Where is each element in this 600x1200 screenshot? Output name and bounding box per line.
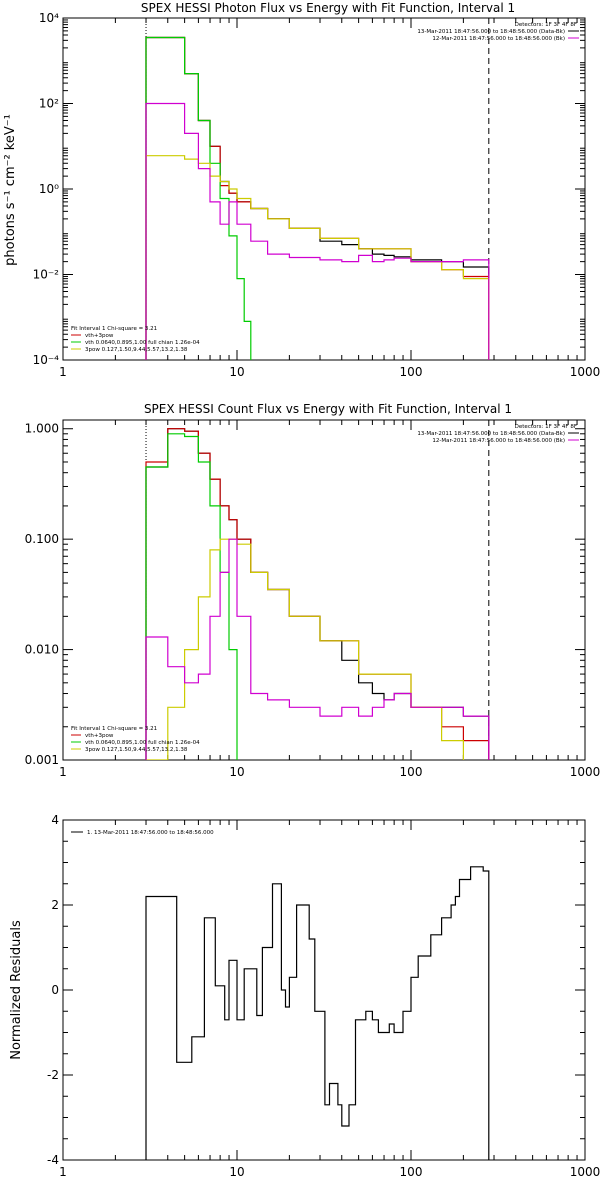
series-line [145, 102, 490, 360]
panel-title: SPEX HESSI Count Flux vs Energy with Fit… [144, 402, 512, 416]
series-line [145, 428, 490, 760]
x-tick-label: 100 [400, 1165, 423, 1179]
fit-legend-header: Fit Interval 1 Chi-square = 3.21 [71, 326, 157, 332]
legend-header: Detectors: 1F 3F 4F 8F [515, 22, 577, 28]
y-tick-label: 10⁴ [39, 11, 59, 25]
y-tick-label: 1.000 [25, 422, 59, 436]
plot-frame [62, 419, 586, 761]
series-line [145, 433, 238, 760]
legend-entry: 12-Mar-2011 18:47:56.000 to 18:48:56.000… [432, 438, 565, 444]
fit-legend-header: Fit Interval 1 Chi-square = 3.21 [71, 726, 157, 732]
y-tick-label: 0.010 [25, 643, 59, 657]
panel-title: SPEX HESSI Photon Flux vs Energy with Fi… [141, 1, 515, 15]
x-tick-label: 1000 [570, 1165, 600, 1179]
series-line [145, 428, 490, 760]
x-tick-label: 1 [59, 765, 67, 779]
x-tick-label: 100 [400, 765, 423, 779]
fit-legend-entry: vth+3pow [85, 733, 114, 739]
series-line [145, 36, 490, 360]
legend-entry: 13-Mar-2011 18:47:56.000 to 18:48:56.000… [417, 431, 565, 437]
y-tick-label: 0 [51, 983, 59, 997]
legend-header: Detectors: 1F 3F 4F 8F [515, 424, 577, 430]
series-line [145, 538, 490, 760]
fit-legend-entry: 3pow 0.127,1.50,9.44,5.57,13.2,1.38 [85, 347, 188, 353]
legend-entry: 12-Mar-2011 18:47:56.000 to 18:48:56.000… [432, 36, 565, 42]
fit-legend-entry: 3pow 0.127,1.50,9.44,5.57,13.2,1.38 [85, 747, 188, 753]
y-tick-label: 10⁻² [33, 268, 60, 282]
y-tick-label: 0.001 [25, 753, 59, 767]
y-tick-label: -2 [47, 1068, 59, 1082]
x-tick-label: 1 [59, 1165, 67, 1179]
y-axis-label: Normalized Residuals [9, 920, 24, 1060]
series-line [145, 36, 490, 360]
x-tick-label: 10 [229, 765, 244, 779]
legend-entry: 1. 13-Mar-2011 18:47:56.000 to 18:48:56.… [87, 830, 214, 836]
x-tick-label: 100 [400, 365, 423, 379]
y-tick-label: 4 [51, 813, 59, 827]
series-group [145, 36, 490, 360]
y-tick-label: 10⁰ [39, 182, 59, 196]
y-tick-label: 10⁻⁴ [33, 353, 60, 367]
series-line [145, 866, 490, 1160]
legend-entry: 13-Mar-2011 18:47:56.000 to 18:48:56.000… [417, 29, 565, 35]
plot-frame [62, 819, 586, 1161]
x-tick-label: 10 [229, 1165, 244, 1179]
x-tick-label: 1000 [570, 365, 600, 379]
series-line [146, 538, 464, 760]
photon-flux-panel: SPEX HESSI Photon Flux vs Energy with Fi… [3, 1, 600, 379]
y-tick-label: -4 [47, 1153, 59, 1167]
y-tick-label: 10² [39, 97, 59, 111]
fit-legend-entry: vth 0.0640,0.895,1.00 full chian 1.26e-0… [85, 740, 200, 746]
x-tick-label: 1 [59, 365, 67, 379]
plot-frame [62, 17, 586, 361]
residuals-panel: Normalized Residuals 1 10 100 1000 -4 -2 0 2 4 1.… [9, 813, 600, 1179]
y-tick-label: 2 [51, 898, 59, 912]
series-group [145, 428, 490, 760]
fit-legend-entry: vth 0.0640,0.895,1.00 full chian 1.26e-0… [85, 340, 200, 346]
y-axis-label: photons s⁻¹ cm⁻² keV⁻¹ [3, 114, 18, 266]
count-flux-panel: SPEX HESSI Count Flux vs Energy with Fit… [25, 402, 600, 779]
fit-legend-entry: vth+3pow [85, 333, 114, 339]
series-group [145, 866, 490, 1160]
y-tick-label: 0.100 [25, 532, 59, 546]
series-line [145, 36, 252, 360]
x-tick-label: 10 [229, 365, 244, 379]
x-tick-label: 1000 [570, 765, 600, 779]
